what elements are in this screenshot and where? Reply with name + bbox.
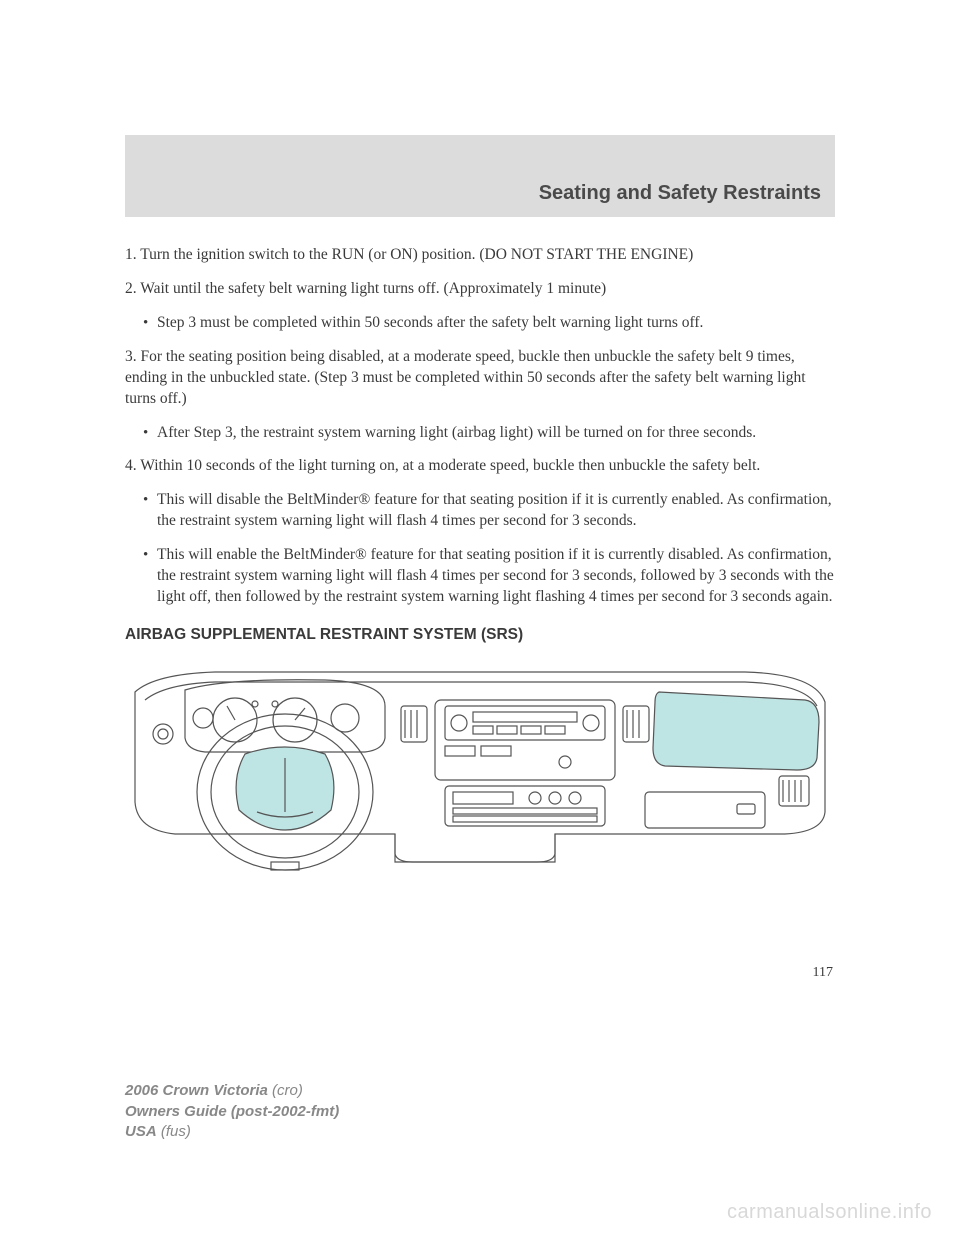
note-list-2: After Step 3, the restraint system warni… bbox=[125, 423, 835, 444]
step-3: 3. For the seating position being disabl… bbox=[125, 347, 835, 410]
note-after-step3: After Step 3, the restraint system warni… bbox=[143, 423, 835, 444]
note-list-4: This will enable the BeltMinder® feature… bbox=[125, 545, 835, 608]
footer-line-3: USA (fus) bbox=[125, 1122, 339, 1142]
footer-block: 2006 Crown Victoria (cro) Owners Guide (… bbox=[125, 1081, 339, 1142]
footer-region: USA bbox=[125, 1123, 157, 1140]
step-2: 2. Wait until the safety belt warning li… bbox=[125, 279, 835, 300]
note-enable: This will enable the BeltMinder® feature… bbox=[143, 545, 835, 608]
srs-heading: AIRBAG SUPPLEMENTAL RESTRAINT SYSTEM (SR… bbox=[125, 626, 835, 644]
step-4: 4. Within 10 seconds of the light turnin… bbox=[125, 456, 835, 477]
header-bar: Seating and Safety Restraints bbox=[125, 135, 835, 217]
note-list-3: This will disable the BeltMinder® featur… bbox=[125, 490, 835, 532]
page-number: 117 bbox=[125, 965, 835, 981]
footer-model: 2006 Crown Victoria bbox=[125, 1082, 268, 1099]
section-title: Seating and Safety Restraints bbox=[539, 182, 821, 205]
footer-guide: Owners Guide (post-2002-fmt) bbox=[125, 1102, 339, 1122]
footer-region-code: (fus) bbox=[161, 1123, 191, 1140]
step-1: 1. Turn the ignition switch to the RUN (… bbox=[125, 245, 835, 266]
note-disable: This will disable the BeltMinder® featur… bbox=[143, 490, 835, 532]
dashboard-illustration bbox=[125, 662, 835, 882]
footer-line-1: 2006 Crown Victoria (cro) bbox=[125, 1081, 339, 1101]
note-list-1: Step 3 must be completed within 50 secon… bbox=[125, 313, 835, 334]
note-step3-timing: Step 3 must be completed within 50 secon… bbox=[143, 313, 835, 334]
footer-model-code: (cro) bbox=[272, 1082, 303, 1099]
manual-page: Seating and Safety Restraints 1. Turn th… bbox=[0, 0, 960, 981]
watermark: carmanualsonline.info bbox=[727, 1201, 932, 1224]
